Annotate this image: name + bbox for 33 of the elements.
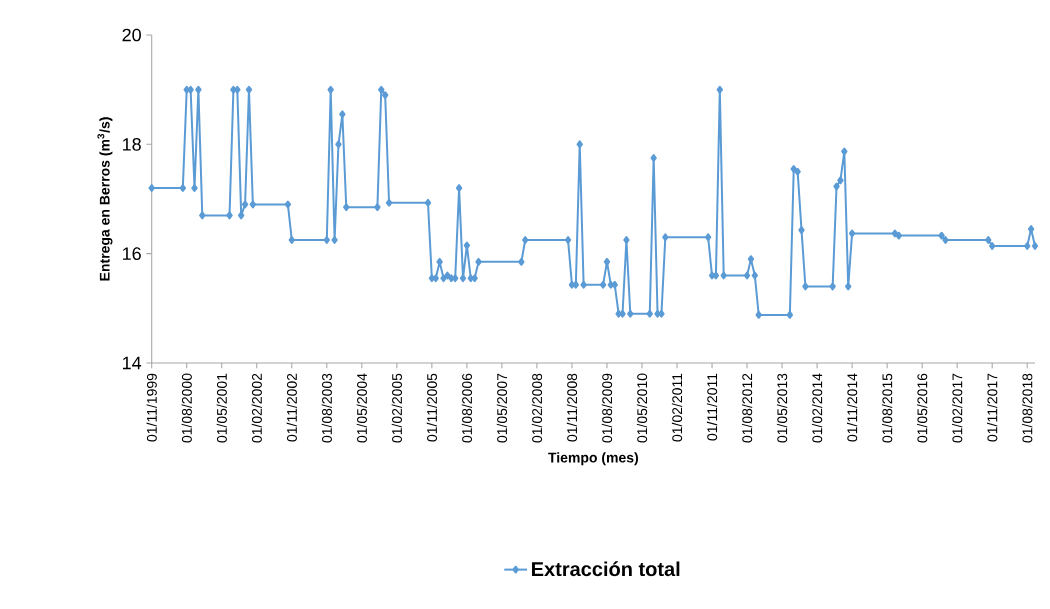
x-tick-label: 01/02/2011 bbox=[671, 373, 683, 442]
x-tick-label: 01/08/2012 bbox=[741, 373, 753, 443]
x-tick-label: 01/11/2017 bbox=[987, 373, 998, 442]
legend-label: Extracción total bbox=[532, 561, 680, 577]
y-tick-label: 14 bbox=[123, 356, 142, 370]
x-axis-title: Tiempo (mes) bbox=[548, 452, 638, 466]
x-tick-label: 01/11/2011 bbox=[706, 373, 718, 441]
x-tick-label: 01/05/2010 bbox=[636, 373, 648, 443]
x-tick-label: 01/05/2004 bbox=[356, 373, 367, 443]
x-tick-label: 01/05/2013 bbox=[776, 373, 788, 443]
x-tick-label: 01/11/2014 bbox=[846, 373, 858, 442]
x-tick-label: 01/11/2005 bbox=[426, 373, 438, 442]
x-tick-label: 01/11/1999 bbox=[146, 373, 157, 442]
x-tick-label: 01/08/2006 bbox=[461, 373, 473, 443]
x-tick-label: 01/05/2007 bbox=[496, 373, 508, 443]
x-tick-label: 01/02/2002 bbox=[251, 373, 262, 443]
x-tick-label: 01/11/2008 bbox=[566, 373, 578, 442]
y-tick-label: 18 bbox=[123, 137, 141, 151]
y-tick-label: 16 bbox=[123, 247, 141, 261]
x-tick-label: 01/08/2009 bbox=[601, 373, 613, 443]
x-tick-label: 01/02/2008 bbox=[531, 373, 543, 443]
x-tick-label: 01/02/2017 bbox=[952, 373, 963, 443]
x-tick-label: 01/02/2005 bbox=[391, 373, 402, 443]
x-tick-label: 01/08/2015 bbox=[881, 373, 893, 443]
x-tick-label: 01/08/2000 bbox=[181, 373, 192, 443]
y-axis-title: Entrega en Berros (m$^{3}$/s) bbox=[97, 117, 113, 281]
y-tick-label: 20 bbox=[122, 28, 141, 42]
x-tick-label: 01/05/2016 bbox=[917, 373, 928, 443]
x-tick-label: 01/08/2003 bbox=[321, 373, 332, 443]
x-tick-label: 01/02/2014 bbox=[811, 373, 823, 443]
x-tick-label: 01/05/2001 bbox=[216, 373, 227, 443]
x-tick-label: 01/11/2002 bbox=[286, 373, 297, 442]
x-tick-label: 01/08/2018 bbox=[1022, 373, 1033, 443]
